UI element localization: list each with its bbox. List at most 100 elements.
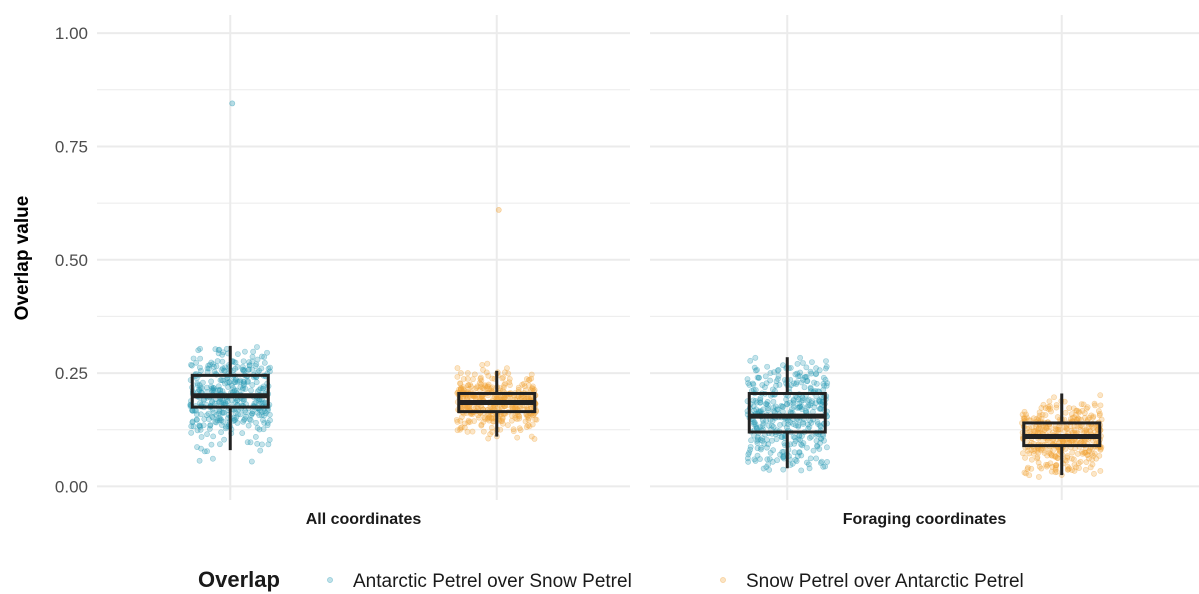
data-point bbox=[1034, 454, 1041, 461]
data-point bbox=[770, 424, 777, 430]
data-point bbox=[790, 396, 797, 403]
data-point bbox=[480, 418, 487, 425]
data-point bbox=[252, 363, 259, 369]
data-point bbox=[754, 436, 761, 443]
data-point bbox=[813, 365, 819, 372]
data-point bbox=[234, 411, 241, 418]
data-point bbox=[241, 380, 247, 387]
data-point bbox=[1096, 412, 1103, 419]
data-point bbox=[1076, 409, 1082, 416]
data-point bbox=[769, 386, 776, 393]
data-point bbox=[792, 371, 799, 378]
data-point bbox=[517, 427, 524, 434]
data-point bbox=[1077, 426, 1084, 433]
data-point bbox=[1036, 425, 1043, 431]
data-point bbox=[195, 347, 202, 354]
data-point bbox=[478, 422, 485, 429]
data-point bbox=[1083, 428, 1090, 434]
data-point bbox=[775, 366, 782, 373]
data-point bbox=[500, 420, 506, 427]
data-point bbox=[210, 414, 216, 421]
data-point bbox=[767, 377, 774, 384]
data-point bbox=[249, 366, 256, 373]
data-point bbox=[470, 376, 476, 383]
data-point bbox=[254, 424, 261, 431]
data-point bbox=[525, 382, 532, 389]
data-point bbox=[499, 415, 506, 422]
data-point bbox=[752, 398, 759, 404]
data-point bbox=[815, 421, 821, 427]
data-point bbox=[458, 385, 464, 392]
data-point bbox=[217, 398, 223, 405]
data-point bbox=[239, 363, 246, 370]
data-point bbox=[210, 385, 217, 392]
data-point bbox=[254, 356, 261, 363]
data-point bbox=[248, 412, 255, 419]
data-point bbox=[1053, 426, 1060, 433]
data-point bbox=[467, 418, 473, 425]
data-point bbox=[198, 445, 204, 452]
data-point bbox=[1052, 469, 1059, 476]
data-point bbox=[1051, 394, 1057, 401]
data-point bbox=[221, 380, 228, 387]
data-point bbox=[1091, 450, 1098, 457]
data-point bbox=[485, 415, 492, 422]
data-point bbox=[214, 417, 221, 424]
data-point bbox=[217, 387, 224, 394]
data-point bbox=[224, 379, 231, 386]
data-point bbox=[461, 420, 468, 427]
data-point bbox=[221, 436, 227, 443]
data-point bbox=[208, 359, 215, 366]
data-point bbox=[259, 385, 266, 392]
data-point bbox=[774, 376, 781, 382]
data-point bbox=[457, 380, 464, 387]
data-point bbox=[1026, 472, 1033, 479]
data-point bbox=[1072, 412, 1079, 418]
data-point bbox=[1089, 450, 1096, 457]
data-point bbox=[488, 385, 495, 392]
data-point bbox=[754, 367, 760, 373]
data-point bbox=[1064, 463, 1071, 470]
data-point bbox=[751, 421, 757, 428]
data-point bbox=[526, 376, 533, 383]
data-point bbox=[457, 417, 464, 424]
data-point bbox=[210, 409, 217, 416]
data-point bbox=[197, 423, 204, 430]
data-point bbox=[818, 436, 825, 442]
legend-label: Antarctic Petrel over Snow Petrel bbox=[353, 571, 632, 592]
data-point bbox=[526, 415, 532, 421]
data-point bbox=[244, 379, 251, 385]
facet-label: All coordinates bbox=[306, 511, 422, 528]
data-point bbox=[1047, 403, 1053, 410]
data-point bbox=[1054, 426, 1061, 433]
data-point bbox=[499, 418, 506, 424]
data-point bbox=[769, 437, 775, 444]
data-point bbox=[787, 419, 794, 426]
data-point bbox=[759, 422, 766, 429]
data-point bbox=[504, 422, 511, 429]
data-point bbox=[207, 422, 214, 429]
data-point bbox=[773, 436, 780, 443]
data-point bbox=[757, 396, 764, 403]
data-point bbox=[454, 427, 461, 434]
data-point bbox=[480, 385, 487, 392]
data-point bbox=[1077, 458, 1084, 465]
data-point bbox=[201, 416, 208, 423]
data-point bbox=[196, 382, 203, 389]
data-point bbox=[460, 376, 467, 382]
data-point bbox=[810, 447, 817, 454]
data-point bbox=[516, 425, 523, 432]
data-point bbox=[764, 402, 771, 408]
data-point bbox=[218, 367, 225, 373]
data-point bbox=[750, 403, 757, 410]
data-point bbox=[472, 385, 478, 392]
data-point bbox=[784, 401, 790, 408]
data-point bbox=[233, 387, 240, 394]
data-point bbox=[260, 426, 267, 433]
data-point bbox=[253, 399, 259, 406]
data-point bbox=[797, 437, 804, 443]
data-point bbox=[189, 362, 195, 369]
data-point bbox=[1021, 408, 1028, 415]
data-point bbox=[794, 370, 801, 377]
data-point bbox=[792, 438, 799, 444]
